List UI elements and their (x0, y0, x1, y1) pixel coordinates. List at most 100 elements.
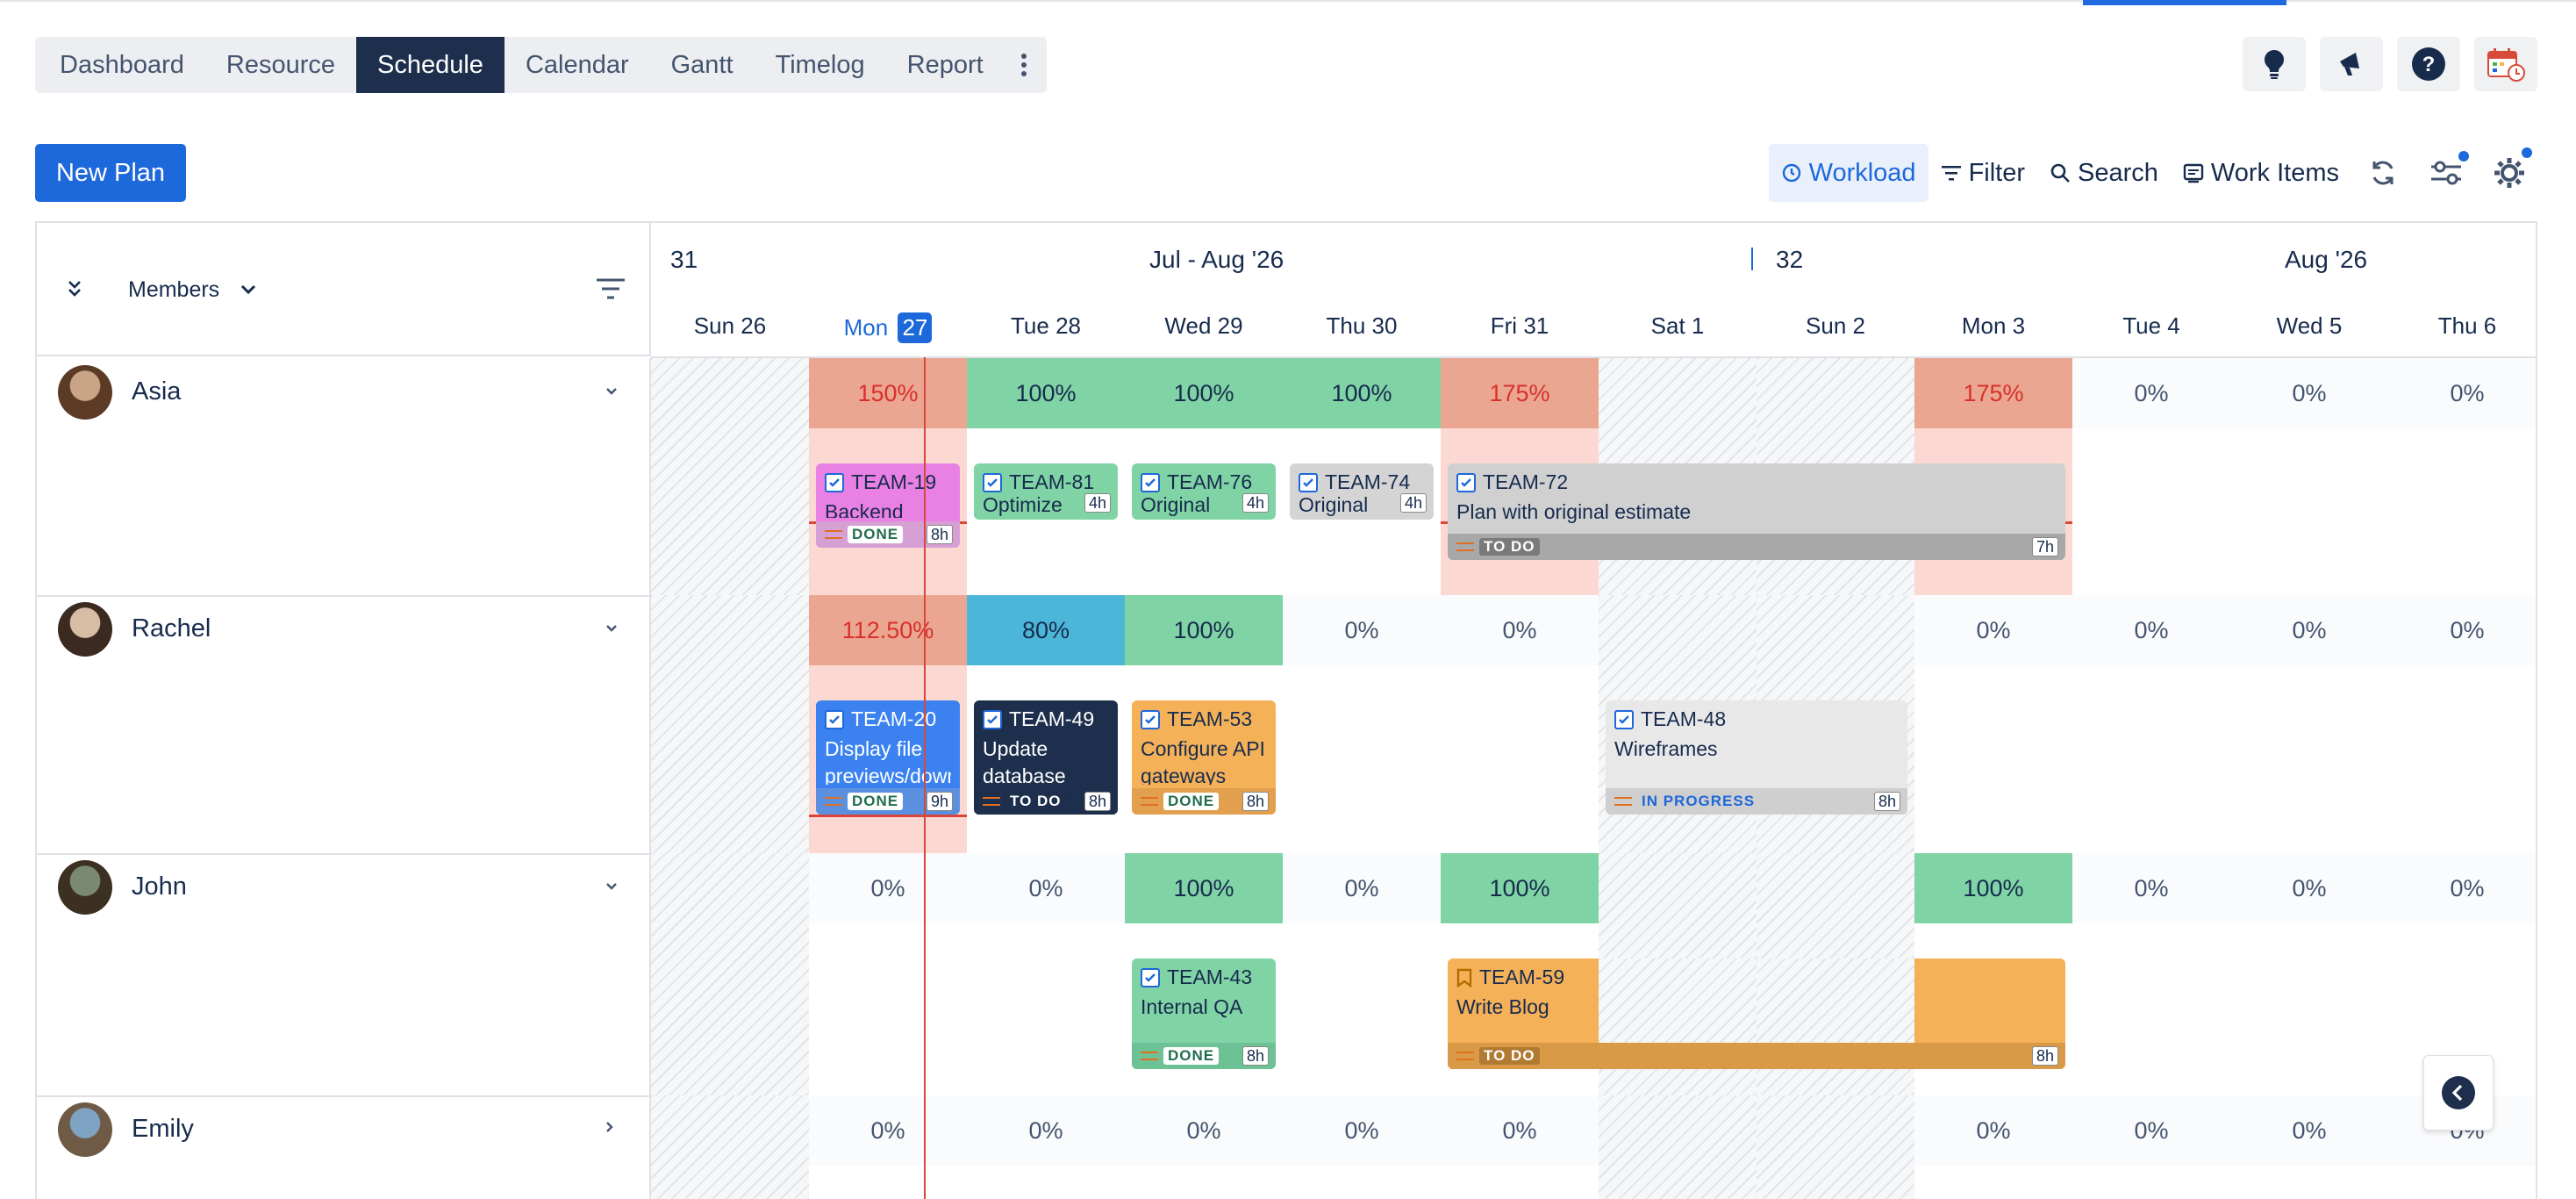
view-settings-button[interactable] (2415, 144, 2478, 202)
workload-cell[interactable]: 80% (967, 595, 1125, 665)
status-badge: IN PROGRESS (1642, 793, 1756, 809)
row-collapse-button[interactable] (605, 876, 618, 896)
day-number: 4 (2167, 312, 2180, 339)
workload-cell[interactable]: 0% (2292, 616, 2327, 643)
settings-button[interactable] (2478, 144, 2541, 202)
workload-cell[interactable]: 0% (2292, 379, 2327, 406)
chevron-down-icon[interactable] (240, 284, 256, 295)
task-card[interactable]: TEAM-20 Display file previews/download li… (816, 700, 960, 815)
day-header: Mon 3 (1914, 312, 2072, 340)
refresh-button[interactable] (2351, 144, 2415, 202)
sliders-icon (2431, 161, 2461, 185)
workload-cell[interactable]: 0% (1976, 1116, 2011, 1144)
estimate-badge: 8h (1873, 792, 1900, 811)
workload-toggle[interactable]: Workload (1768, 144, 1928, 202)
member-cell: Emily (37, 1095, 651, 1199)
workload-cell[interactable]: 100% (1914, 853, 2072, 923)
task-card[interactable]: TEAM-74 Original 4h (1290, 463, 1434, 520)
member-name: Emily (132, 1115, 194, 1143)
tab-calendar[interactable]: Calendar (525, 50, 629, 79)
checkbox-icon (1614, 709, 1634, 729)
collapse-all-icon[interactable] (67, 279, 82, 298)
workload-cell[interactable]: 100% (1283, 358, 1441, 428)
more-vertical-icon (1020, 54, 1027, 76)
search-button[interactable]: Search (2037, 144, 2171, 202)
tab-timelog[interactable]: Timelog (775, 50, 865, 79)
workload-cell[interactable]: 175% (1914, 358, 2072, 428)
tab-schedule[interactable]: Schedule (356, 37, 504, 93)
workload-cell[interactable]: 0% (1344, 874, 1379, 901)
new-plan-button[interactable]: New Plan (35, 144, 186, 202)
estimate-badge: 7h (2031, 537, 2058, 556)
workload-cell[interactable]: 0% (1028, 1116, 1063, 1144)
tab-report[interactable]: Report (906, 50, 984, 79)
tips-button[interactable] (2243, 37, 2306, 91)
workload-cell[interactable]: 0% (1344, 616, 1379, 643)
tab-resource[interactable]: Resource (225, 50, 335, 79)
sort-icon[interactable] (595, 277, 626, 302)
work-items-button[interactable]: Work Items (2171, 144, 2351, 202)
workload-cell[interactable]: 0% (2292, 874, 2327, 901)
workload-cell[interactable]: 0% (1344, 1116, 1379, 1144)
task-card[interactable]: TEAM-72 Plan with original estimate TO DO 7… (1448, 463, 2065, 560)
task-title: Write Blog (1456, 995, 1549, 1018)
task-title: Optimize (983, 493, 1063, 516)
task-card[interactable]: TEAM-43 Internal QA DONE 8h (1132, 958, 1276, 1069)
workload-cell[interactable]: 100% (1125, 358, 1283, 428)
workload-cell[interactable]: 0% (870, 874, 905, 901)
calendar-app-button[interactable] (2474, 37, 2537, 91)
task-footer: DONE 8h (816, 521, 960, 548)
avatar (58, 365, 112, 420)
row-collapse-button[interactable] (605, 618, 618, 638)
avatar (58, 602, 112, 657)
workload-cell[interactable]: 0% (2134, 616, 2169, 643)
workload-cell[interactable]: 100% (1125, 595, 1283, 665)
workload-cell[interactable]: 0% (1502, 1116, 1537, 1144)
tab-dashboard[interactable]: Dashboard (60, 50, 184, 79)
priority-icon (1456, 542, 1474, 551)
workload-cell[interactable]: 0% (2134, 379, 2169, 406)
workload-cell[interactable]: 0% (2450, 379, 2485, 406)
task-card[interactable]: TEAM-76 Original 4h (1132, 463, 1276, 520)
workload-cell[interactable]: 0% (2450, 874, 2485, 901)
workload-cell[interactable]: 0% (2134, 1116, 2169, 1144)
workload-cell[interactable]: 100% (1125, 853, 1283, 923)
weekend-cell (651, 595, 809, 853)
tab-gantt[interactable]: Gantt (670, 50, 733, 79)
task-card[interactable]: TEAM-53 Configure API gateways DONE 8h (1132, 700, 1276, 815)
task-card[interactable]: TEAM-19 Backend DONE 8h (816, 463, 960, 548)
row-expand-button[interactable] (605, 1118, 614, 1138)
help-button[interactable]: ? (2397, 37, 2460, 91)
workload-cell[interactable]: 0% (1976, 616, 2011, 643)
capacity-line (809, 815, 967, 817)
workload-cell[interactable]: 0% (1186, 1116, 1221, 1144)
workload-cell[interactable]: 0% (2134, 874, 2169, 901)
weekend-cell (1757, 1095, 1914, 1199)
estimate-badge: 8h (1241, 792, 1269, 811)
workload-cell[interactable]: 0% (1502, 616, 1537, 643)
row-collapse-button[interactable] (605, 381, 618, 401)
header-icons: ? (2243, 37, 2537, 91)
workload-cell[interactable]: 0% (2450, 616, 2485, 643)
lightbulb-icon (2264, 49, 2285, 79)
workload-cell[interactable]: 150% (809, 358, 967, 428)
workload-cell[interactable]: 0% (870, 1116, 905, 1144)
workload-cell[interactable]: 175% (1441, 358, 1599, 428)
top-border (0, 0, 2576, 5)
day-header: Sun 2 (1757, 312, 1914, 340)
task-card[interactable]: TEAM-81 Optimize 4h (974, 463, 1118, 520)
workload-cell[interactable]: 100% (1441, 853, 1599, 923)
task-card[interactable]: TEAM-49 Update database TO DO 8h (974, 700, 1118, 815)
workload-cell[interactable]: 100% (967, 358, 1125, 428)
task-key: TEAM-48 (1614, 707, 1726, 731)
workload-cell[interactable]: 112.50% (809, 595, 967, 665)
search-label: Search (2078, 158, 2158, 187)
more-tabs-button[interactable] (1005, 37, 1043, 93)
workload-cell[interactable]: 0% (2292, 1116, 2327, 1144)
filter-button[interactable]: Filter (1928, 144, 2037, 202)
announcements-button[interactable] (2320, 37, 2383, 91)
task-card[interactable]: TEAM-48 Wireframes IN PROGRESS 8h (1606, 700, 1907, 815)
workload-cell[interactable]: 0% (1028, 874, 1063, 901)
task-card[interactable]: TEAM-59 Write Blog TO DO 8h (1448, 958, 2065, 1069)
collapse-panel-button[interactable] (2423, 1055, 2494, 1131)
